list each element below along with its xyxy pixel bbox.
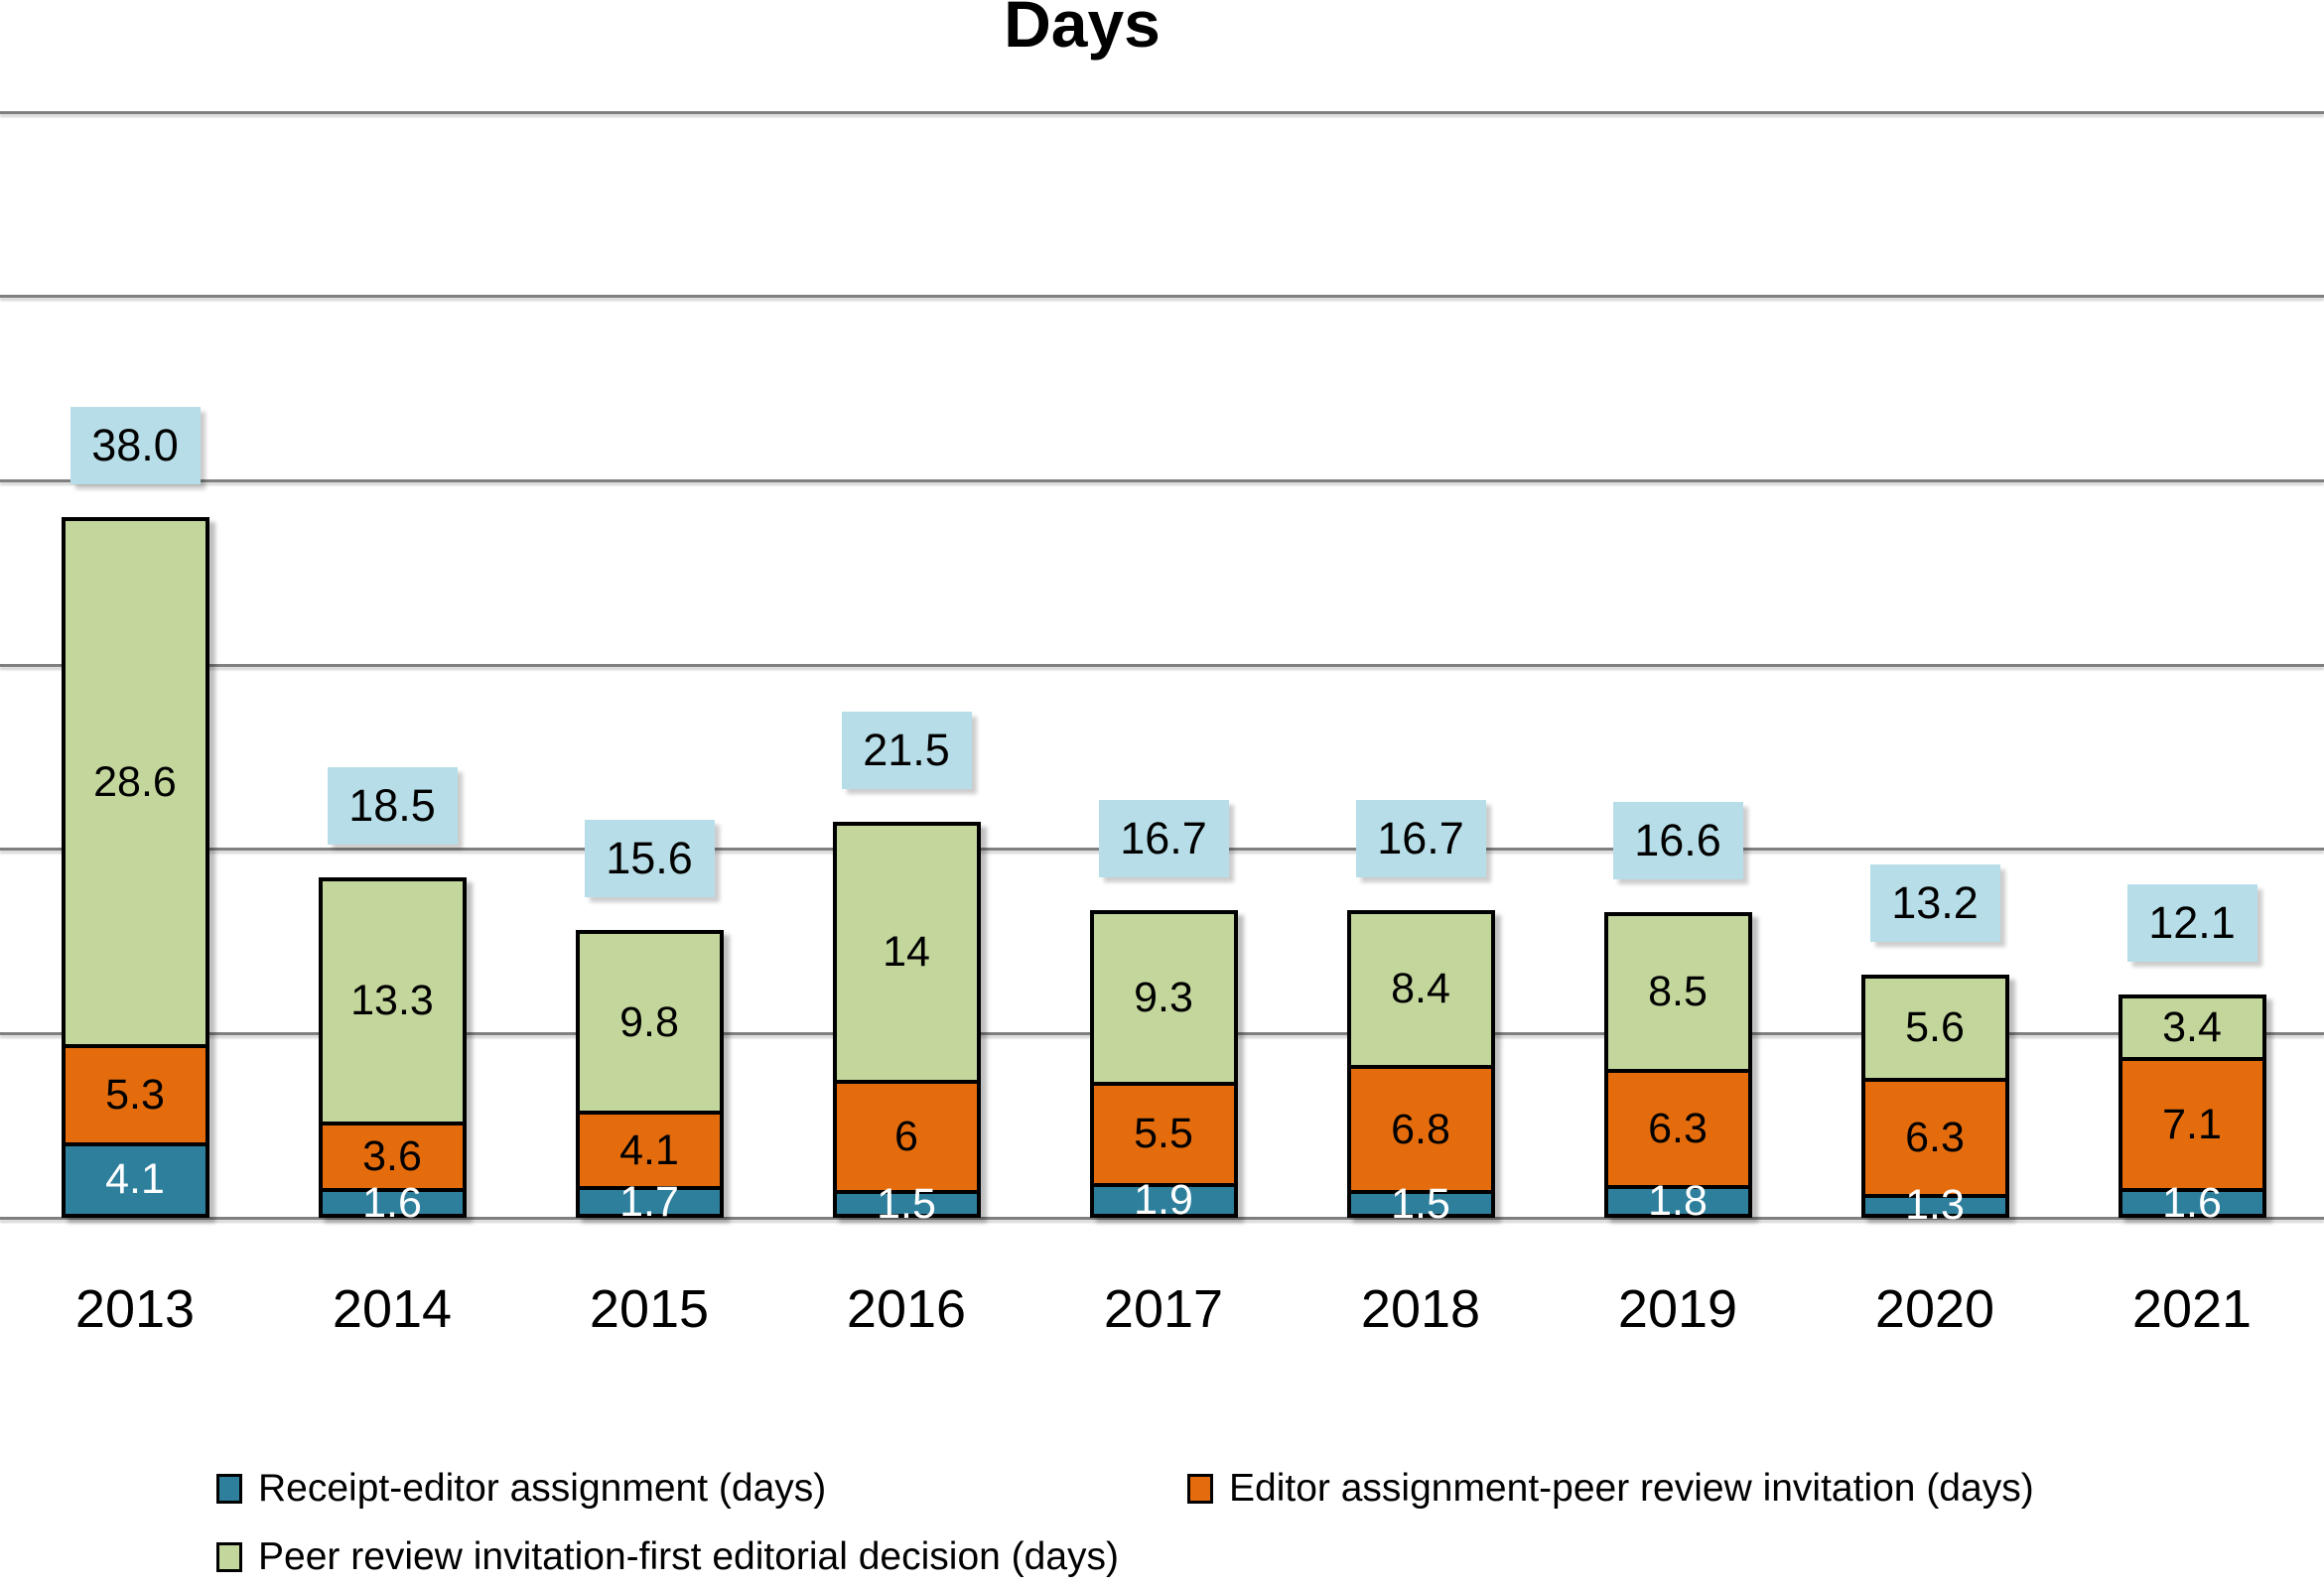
segment-receipt-editor-2020: 1.3: [1864, 1184, 2005, 1227]
segment-receipt-editor-2016: 1.5: [836, 1182, 977, 1225]
chart-title: Days: [1004, 0, 1161, 61]
segment-editor-assignment-2019: 6.3: [1607, 1068, 1748, 1185]
year-label-2018: 2018: [1360, 1279, 1481, 1339]
gridline-60: [0, 110, 2324, 114]
bar-2017: 9.3 5.5 1.9: [1089, 909, 1238, 1222]
total-label-2014: 18.5: [327, 766, 458, 845]
segment-receipt-editor-2018: 1.5: [1350, 1182, 1491, 1225]
legend-item-receipt-editor: Receipt-editor assignment (days): [216, 1467, 826, 1511]
segment-peer-review-2013: 28.6: [93, 758, 177, 807]
legend-swatch-icon: [216, 1474, 242, 1504]
year-label-2013: 2013: [74, 1279, 196, 1339]
bar-2018: 8.4 6.8 1.5: [1346, 909, 1495, 1225]
segment-peer-review-2018: 8.4: [1391, 965, 1450, 1013]
bar-2020: 5.6 6.3 1.3: [1860, 974, 2009, 1227]
segment-peer-review-2015: 9.8: [619, 997, 679, 1046]
segment-editor-assignment-2016: 6: [836, 1079, 977, 1191]
total-label-2021: 12.1: [2126, 884, 2257, 963]
segment-receipt-editor-2019: 1.8: [1607, 1179, 1748, 1223]
total-label-2016: 21.5: [841, 711, 972, 789]
segment-receipt-editor-2021: 1.6: [2121, 1181, 2262, 1224]
gridline-50: [0, 295, 2324, 299]
segment-receipt-editor-2014: 1.6: [322, 1181, 463, 1224]
segment-editor-assignment-2018: 6.8: [1350, 1064, 1491, 1191]
bar-2014: 13.3 3.6 1.6: [318, 876, 467, 1224]
bar-2016: 14 6 1.5: [832, 821, 981, 1225]
segment-editor-assignment-2015: 4.1: [579, 1111, 720, 1187]
gridline-40: [0, 478, 2324, 482]
year-label-2019: 2019: [1617, 1279, 1738, 1339]
bar-2015: 9.8 4.1 1.7: [575, 930, 724, 1223]
segment-receipt-editor-2017: 1.9: [1093, 1178, 1234, 1222]
year-label-2015: 2015: [589, 1279, 710, 1339]
segment-peer-review-2017: 9.3: [1134, 973, 1193, 1021]
year-label-2016: 2016: [846, 1279, 967, 1339]
gridline-0: [0, 1216, 2324, 1220]
segment-peer-review-2020: 5.6: [1905, 1003, 1965, 1052]
bar-2019: 8.5 6.3 1.8: [1603, 911, 1752, 1223]
year-label-2021: 2021: [2131, 1279, 2253, 1339]
segment-editor-assignment-2014: 3.6: [322, 1122, 463, 1189]
segment-peer-review-2021: 3.4: [2162, 1003, 2222, 1052]
year-label-2017: 2017: [1103, 1279, 1224, 1339]
segment-editor-assignment-2020: 6.3: [1864, 1077, 2005, 1194]
gridline-30: [0, 663, 2324, 667]
total-label-2013: 38.0: [69, 407, 201, 485]
legend-label: Receipt-editor assignment (days): [258, 1467, 827, 1510]
total-label-2020: 13.2: [1869, 863, 2000, 942]
segment-peer-review-2014: 13.3: [350, 977, 434, 1025]
total-label-2015: 15.6: [584, 820, 715, 898]
bar-2013: 28.6 5.3 4.1: [61, 517, 209, 1218]
total-label-2018: 16.7: [1355, 799, 1486, 877]
bar-2021: 3.4 7.1 1.6: [2118, 994, 2266, 1224]
segment-peer-review-2016: 14: [883, 928, 930, 977]
segment-editor-assignment-2013: 5.3: [65, 1044, 205, 1142]
segment-receipt-editor-2013: 4.1: [65, 1141, 205, 1214]
legend-item-editor-assignment: Editor assignment-peer review invitation…: [1187, 1467, 2034, 1511]
segment-receipt-editor-2015: 1.7: [579, 1181, 720, 1223]
year-label-2020: 2020: [1874, 1279, 1995, 1339]
segment-peer-review-2019: 8.5: [1648, 968, 1708, 1016]
segment-editor-assignment-2017: 5.5: [1093, 1081, 1234, 1183]
legend-label: Editor assignment-peer review invitation…: [1229, 1467, 2034, 1510]
total-label-2017: 16.7: [1098, 799, 1229, 877]
total-label-2019: 16.6: [1612, 801, 1743, 879]
legend-swatch-icon: [1187, 1474, 1213, 1504]
legend-item-peer-review: Peer review invitation-first editorial d…: [216, 1535, 1119, 1579]
legend-swatch-icon: [216, 1542, 242, 1572]
segment-editor-assignment-2021: 7.1: [2121, 1057, 2262, 1189]
legend-label: Peer review invitation-first editorial d…: [258, 1535, 1120, 1578]
year-label-2014: 2014: [332, 1279, 453, 1339]
